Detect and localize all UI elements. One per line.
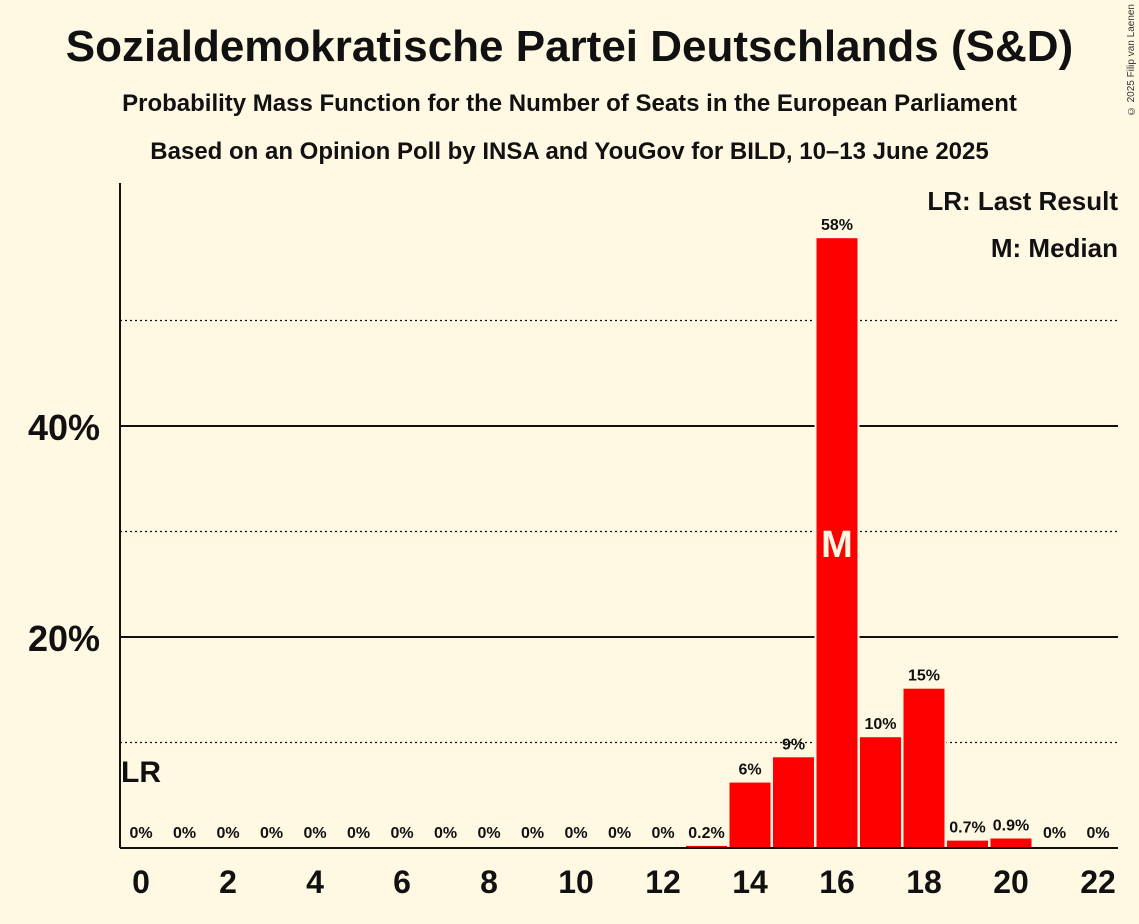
axes: 20% 40% 0 2 4 6 8 10 12 14 16 18 20 22	[28, 183, 1118, 900]
value-label-seat-2: 0%	[216, 825, 239, 842]
bars	[684, 236, 1034, 848]
legend-median: M: Median	[991, 233, 1118, 263]
value-label-seat-1: 0%	[173, 825, 196, 842]
value-label-seat-22: 0%	[1086, 825, 1109, 842]
x-tick-label-22: 22	[1080, 864, 1116, 900]
value-label-seat-16: 58%	[821, 217, 853, 234]
median-marker: M	[821, 524, 853, 566]
y-tick-label-20: 20%	[28, 618, 100, 659]
value-label-seat-7: 0%	[434, 825, 457, 842]
bar-seat-20	[990, 838, 1032, 848]
value-label-seat-9: 0%	[521, 825, 544, 842]
x-tick-label-12: 12	[645, 864, 681, 900]
chart-subtitle: Probability Mass Function for the Number…	[122, 90, 1017, 117]
x-tick-label-20: 20	[993, 864, 1029, 900]
x-tick-label-2: 2	[219, 864, 237, 900]
x-tick-label-18: 18	[906, 864, 942, 900]
chart-title: Sozialdemokratische Partei Deutschlands …	[65, 22, 1074, 71]
x-tick-label-0: 0	[132, 864, 150, 900]
value-label-seat-5: 0%	[347, 825, 370, 842]
value-label-seat-10: 0%	[564, 825, 587, 842]
chart-subtitle-poll: Based on an Opinion Poll by INSA and You…	[150, 138, 989, 165]
y-tick-label-40: 40%	[28, 407, 100, 448]
x-tick-label-6: 6	[393, 864, 411, 900]
x-tick-label-10: 10	[558, 864, 594, 900]
value-label-seat-20: 0.9%	[993, 818, 1029, 835]
bar-seat-19	[947, 840, 988, 848]
value-label-seat-14: 6%	[738, 762, 761, 779]
value-label-seat-21: 0%	[1043, 825, 1066, 842]
bar-seat-14	[729, 782, 771, 848]
value-label-seat-11: 0%	[608, 825, 631, 842]
bar-seat-17	[860, 737, 901, 848]
value-label-seat-3: 0%	[260, 825, 283, 842]
bar-seat-16	[816, 238, 858, 848]
gridlines	[120, 319, 1118, 744]
legend-last-result: LR: Last Result	[927, 186, 1118, 216]
value-label-seat-8: 0%	[477, 825, 500, 842]
value-label-seat-19: 0.7%	[949, 820, 985, 837]
x-tick-label-14: 14	[732, 864, 768, 900]
value-label-seat-15: 9%	[782, 736, 805, 753]
last-result-marker: LR	[121, 756, 161, 789]
value-label-seat-13: 0.2%	[688, 825, 724, 842]
bar-seat-13	[686, 845, 727, 848]
value-label-seat-17: 10%	[864, 716, 896, 733]
value-label-seat-6: 0%	[390, 825, 413, 842]
bar-seat-18	[903, 688, 945, 848]
bar-seat-15	[773, 757, 814, 848]
value-labels: 0% 0% 0% 0% 0% 0% 0% 0% 0% 0% 0% 0% 0% 0.2% 6% 9% 58% 10%…	[121, 217, 1110, 842]
value-label-seat-18: 15%	[908, 668, 940, 685]
value-label-seat-4: 0%	[303, 825, 326, 842]
x-tick-label-4: 4	[306, 864, 324, 900]
value-label-seat-12: 0%	[651, 825, 674, 842]
x-tick-label-8: 8	[480, 864, 498, 900]
value-label-seat-0: 0%	[129, 825, 152, 842]
x-tick-label-16: 16	[819, 864, 855, 900]
